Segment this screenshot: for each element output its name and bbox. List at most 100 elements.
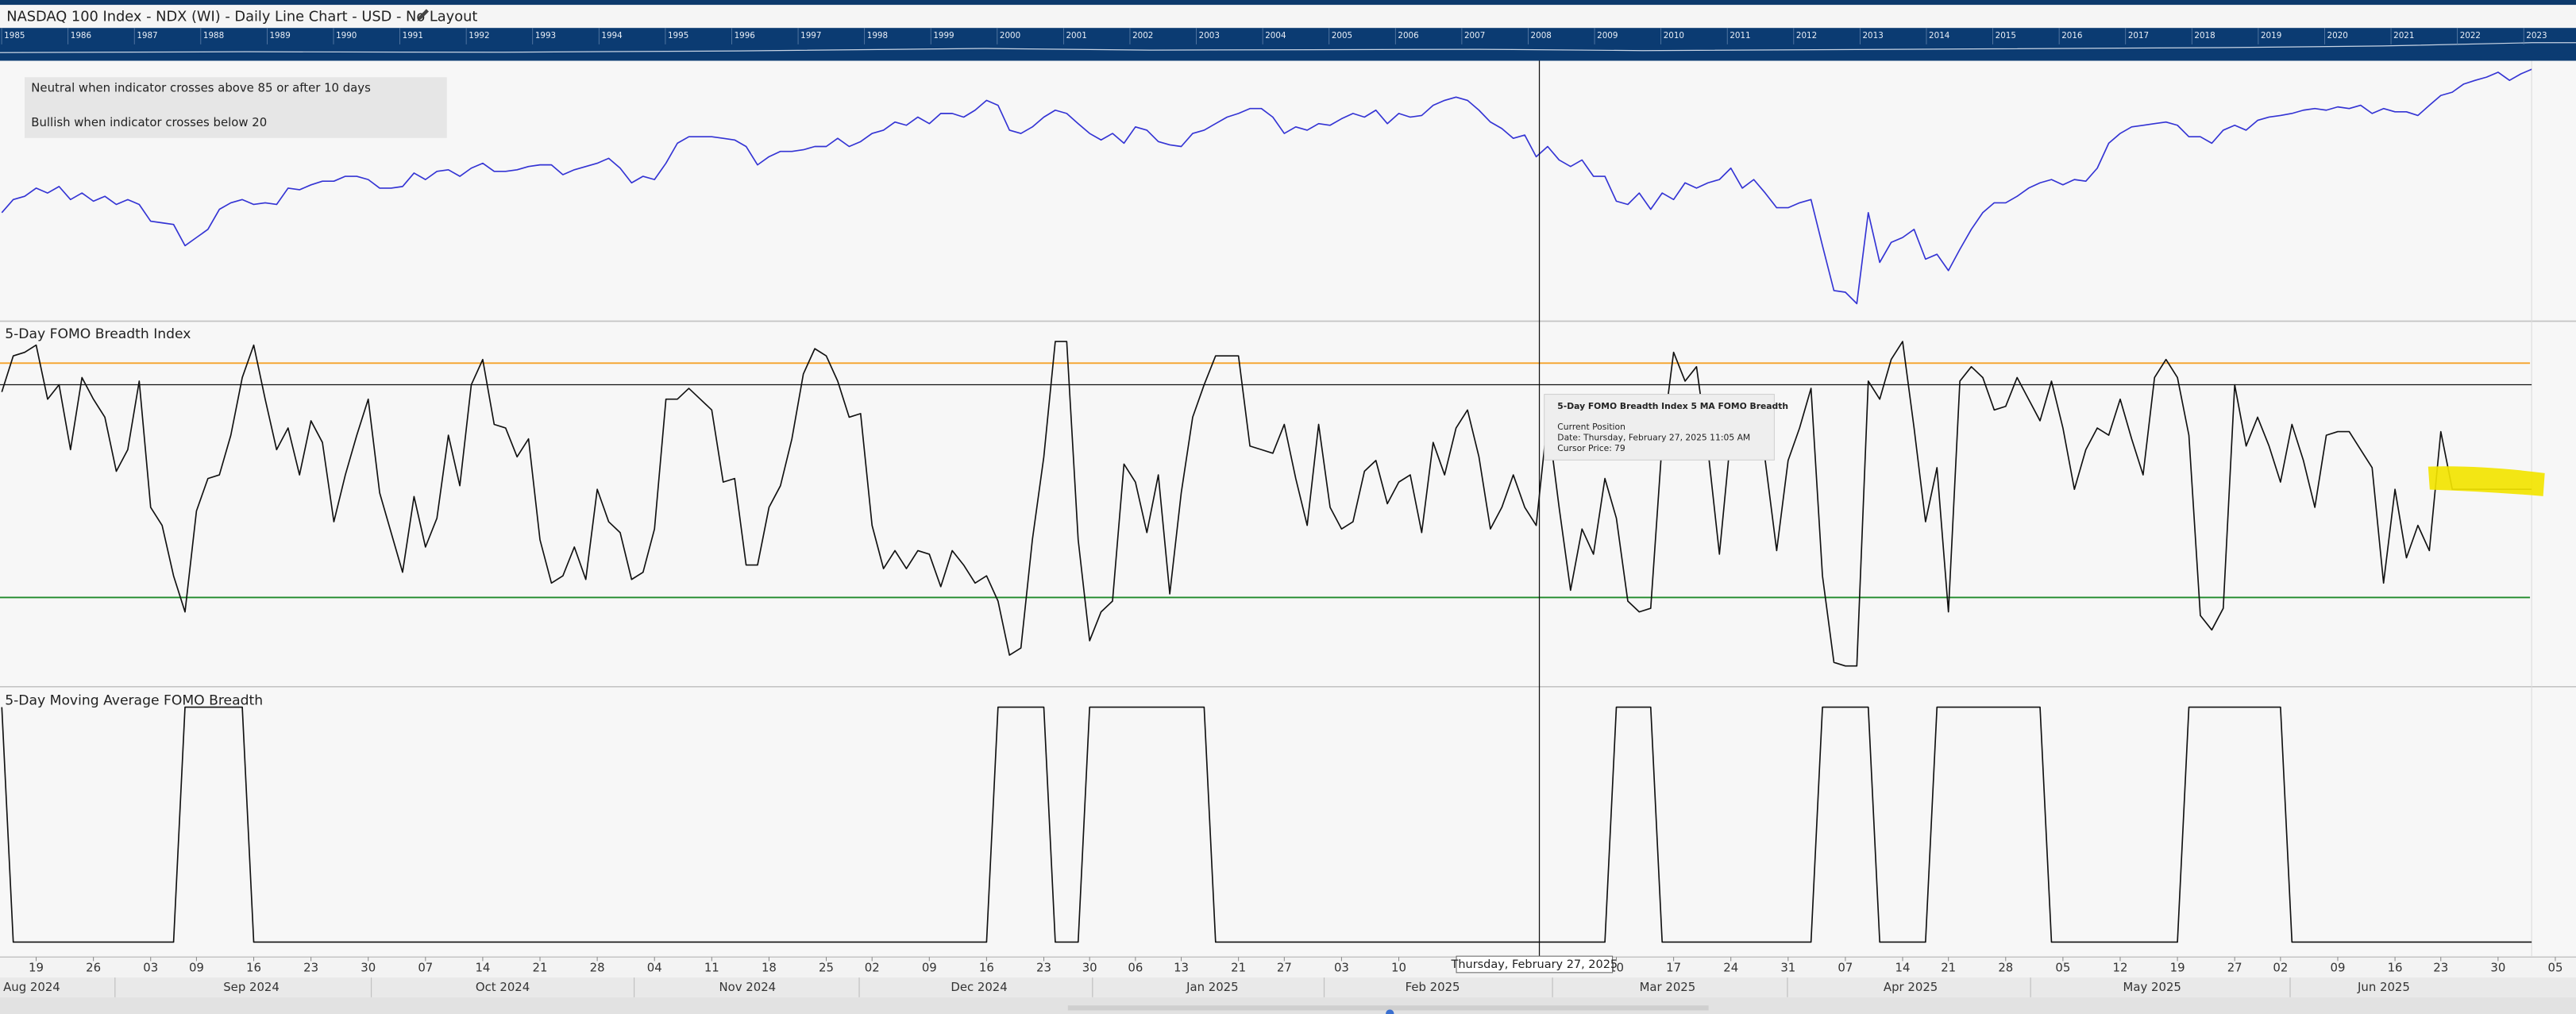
overview-year: 1987 <box>137 31 157 40</box>
month-label: Jun 2025 <box>2357 980 2410 994</box>
x-tick-label: 19 <box>29 961 44 975</box>
x-tick-label: 27 <box>1277 961 1292 975</box>
x-tick-label: 14 <box>1895 961 1911 975</box>
overview-year: 1996 <box>735 31 755 40</box>
x-tick-label: 31 <box>1780 961 1795 975</box>
month-axis <box>0 977 2576 997</box>
x-tick-label: 14 <box>475 961 490 975</box>
month-label: Mar 2025 <box>1640 980 1696 994</box>
overview-year: 1993 <box>535 31 556 40</box>
x-tick-label: 09 <box>2331 961 2346 975</box>
x-tick-label: 12 <box>2113 961 2128 975</box>
overview-year: 2020 <box>2327 31 2348 40</box>
overview-year: 2023 <box>2526 31 2547 40</box>
month-label: Sep 2024 <box>223 980 280 994</box>
x-tick-label: 16 <box>2388 961 2403 975</box>
overview-strip[interactable]: 1985 1986 1987 1988 1989 1990 1991 1992 1993 1994… <box>0 28 2576 61</box>
overview-year: 1986 <box>71 31 91 40</box>
note-text: Bullish when indicator crosses below 20 <box>31 115 267 129</box>
tooltip-title: 5-Day FOMO Breadth Index 5 MA FOMO Bread… <box>1557 401 1788 411</box>
month-label: Dec 2024 <box>951 980 1007 994</box>
x-tick-label: 17 <box>1666 961 1681 975</box>
month-label: Feb 2025 <box>1406 980 1460 994</box>
overview-year: 1991 <box>403 31 423 40</box>
x-tick-label: 23 <box>1036 961 1051 975</box>
x-tick-label: 21 <box>1941 961 1956 975</box>
overview-year: 2022 <box>2460 31 2481 40</box>
x-tick-label: 11 <box>704 961 719 975</box>
cursor-date-box <box>1456 955 1614 974</box>
overview-year: 1999 <box>933 31 954 40</box>
tooltip-price: 79 <box>1614 443 1625 453</box>
edit-icon[interactable] <box>417 9 429 21</box>
x-tick-label: 04 <box>647 961 662 975</box>
x-tick-label: 26 <box>86 961 101 975</box>
overview-year: 2016 <box>2061 31 2082 40</box>
x-tick-label: 30 <box>2490 961 2505 975</box>
overview-year: 1995 <box>668 31 688 40</box>
overview-year: 1990 <box>336 31 357 40</box>
note-text: Neutral when indicator crosses above 85 … <box>31 81 371 95</box>
overview-year: 1997 <box>800 31 821 40</box>
x-tick-label: 05 <box>2547 961 2563 975</box>
overview-year: 2017 <box>2128 31 2149 40</box>
overview-year: 2011 <box>1730 31 1750 40</box>
x-tick-label: 30 <box>1082 961 1097 975</box>
overview-year: 1988 <box>203 31 224 40</box>
overview-year: 1989 <box>270 31 291 40</box>
overview-year: 2021 <box>2393 31 2414 40</box>
overview-year: 2004 <box>1265 31 1286 40</box>
x-tick-label: 09 <box>922 961 937 975</box>
x-tick-label: 10 <box>1391 961 1406 975</box>
title-bar <box>0 5 2576 29</box>
tooltip-price-label: Cursor Price: <box>1557 443 1612 453</box>
overview-year: 2014 <box>1929 31 1949 40</box>
tooltip-line: Current Position <box>1557 422 1625 432</box>
x-tick-label: 13 <box>1174 961 1189 975</box>
overview-line <box>0 42 2576 53</box>
x-tick-label: 03 <box>1334 961 1349 975</box>
x-tick-label: 05 <box>2055 961 2070 975</box>
month-label: Oct 2024 <box>476 980 530 994</box>
x-tick-label: 25 <box>819 961 834 975</box>
scroll-handle[interactable] <box>1386 1009 1394 1014</box>
x-tick-label: 07 <box>418 961 433 975</box>
data-line <box>1 341 2532 667</box>
x-tick-label: 21 <box>1231 961 1246 975</box>
overview-year: 2013 <box>1862 31 1883 40</box>
overview-year: 1998 <box>867 31 888 40</box>
overview-year: 2000 <box>1000 31 1020 40</box>
overview-year: 2003 <box>1199 31 1220 40</box>
overview-year: 1985 <box>4 31 25 40</box>
top-strip <box>0 0 2576 6</box>
overview-year: 2015 <box>1996 31 2016 40</box>
overview-year: 1994 <box>601 31 622 40</box>
x-tick-label: 16 <box>246 961 261 975</box>
tooltip-box <box>1544 394 1775 461</box>
month-label: Apr 2025 <box>1884 980 1938 994</box>
x-tick-label: 18 <box>762 961 777 975</box>
overview-year: 2018 <box>2194 31 2215 40</box>
x-tick-label: 16 <box>979 961 994 975</box>
x-tick-label: 28 <box>590 961 605 975</box>
x-tick-label: 03 <box>143 961 158 975</box>
x-tick-label: 07 <box>1838 961 1853 975</box>
scroll-thumb[interactable] <box>1067 1005 1709 1011</box>
overview-year: 2006 <box>1398 31 1418 40</box>
overview-year: 2007 <box>1464 31 1485 40</box>
tooltip-line: Cursor Price: 79 <box>1557 443 1625 453</box>
overview-year: 2010 <box>1664 31 1684 40</box>
x-tick-label: 06 <box>1128 961 1143 975</box>
month-label: Nov 2024 <box>719 980 777 994</box>
x-tick-label: 23 <box>2433 961 2448 975</box>
x-tick-label: 02 <box>865 961 880 975</box>
month-label: Aug 2024 <box>3 980 60 994</box>
data-line <box>1 706 2532 943</box>
x-tick-label: 28 <box>1998 961 2013 975</box>
tooltip: 5-Day FOMO Breadth Index 5 MA FOMO Bread… <box>1544 394 1788 461</box>
indicator-panel <box>0 322 2576 685</box>
plot-area <box>0 68 2532 943</box>
overview-year: 2001 <box>1066 31 1086 40</box>
